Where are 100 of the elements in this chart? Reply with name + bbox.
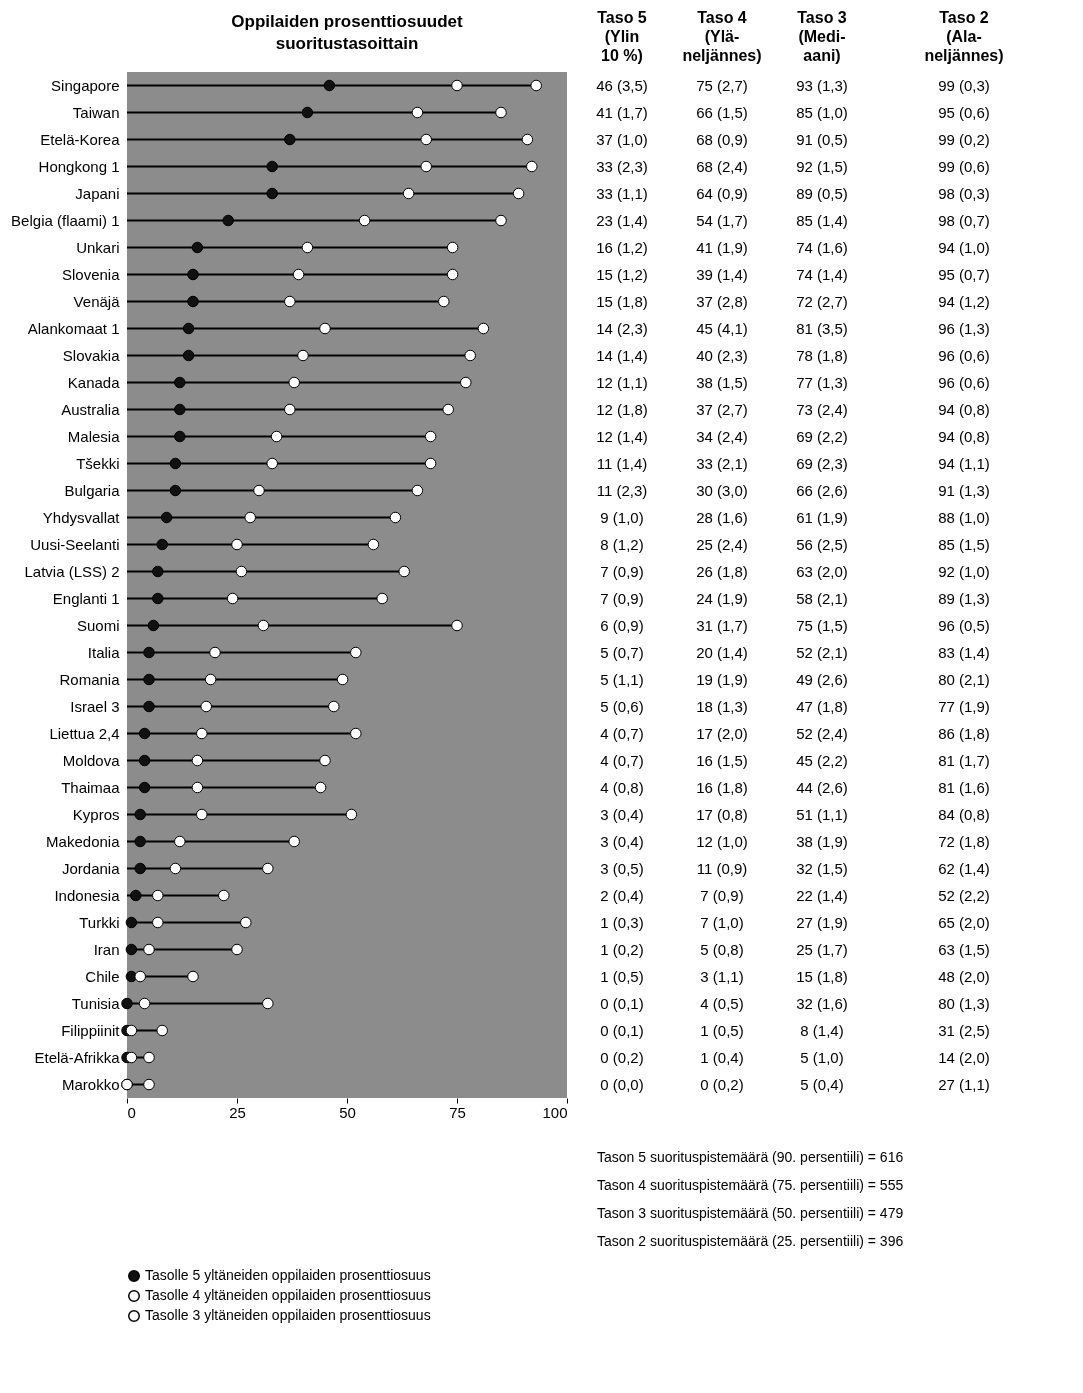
data-label: 22 (1,4) bbox=[796, 886, 848, 904]
data-label: 20 (1,4) bbox=[696, 643, 748, 661]
data-label: 52 (2,1) bbox=[796, 643, 848, 661]
y-tick-label: Makedonia bbox=[46, 832, 121, 850]
text: 92 (1,0) bbox=[938, 562, 990, 580]
y-tick-label: Turkki bbox=[79, 913, 120, 931]
y-tick-label: Etelä-Korea bbox=[40, 130, 121, 148]
text: 77 (1,9) bbox=[938, 697, 990, 715]
data-label: 5 (0,4) bbox=[800, 1075, 844, 1093]
data-label: 51 (1,1) bbox=[796, 805, 848, 823]
data-label: 17 (0,8) bbox=[696, 805, 748, 823]
text: 99 (0,3) bbox=[938, 76, 990, 94]
text: Tason 5 suorituspistemäärä (90. persentiili) = 616 bbox=[597, 1149, 904, 1165]
data-label: 74 (1,4) bbox=[796, 265, 848, 283]
text: Taso 4 (Ylä- neljännes) bbox=[682, 9, 762, 64]
data-label: 3 (0,4) bbox=[600, 805, 644, 823]
text: 94 (1,1) bbox=[938, 454, 990, 472]
text: 85 (1,5) bbox=[938, 535, 990, 553]
text: 96 (0,6) bbox=[938, 373, 990, 391]
data-label: 14 (2,3) bbox=[596, 319, 648, 337]
text: 31 (2,5) bbox=[938, 1021, 990, 1039]
y-tick-label: Marokko bbox=[61, 1075, 120, 1093]
y-tick-label: Indonesia bbox=[54, 886, 121, 904]
y-tick-label: Australia bbox=[61, 400, 121, 418]
data-label: 37 (2,7) bbox=[696, 400, 748, 418]
y-tick-label: Tšekki bbox=[76, 454, 120, 472]
y-tick-label: Taiwan bbox=[72, 103, 120, 121]
text: 94 (0,8) bbox=[938, 427, 990, 445]
data-label: 1 (0,3) bbox=[600, 913, 644, 931]
text: 14 (2,0) bbox=[938, 1048, 990, 1066]
data-label: 4 (0,7) bbox=[600, 724, 644, 742]
y-tick-label: Etelä-Afrikka bbox=[34, 1048, 121, 1066]
text: Tason 4 suorituspistemäärä (75. persentiili) = 555 bbox=[597, 1177, 904, 1193]
data-label: 0 (0,1) bbox=[600, 994, 644, 1012]
y-tick-label: Slovenia bbox=[61, 265, 121, 283]
data-label: 7 (0,9) bbox=[700, 886, 744, 904]
y-tick-label: Moldova bbox=[62, 751, 121, 769]
text: 99 (0,2) bbox=[938, 130, 990, 148]
text: 98 (0,3) bbox=[938, 184, 990, 202]
data-label: 12 (1,8) bbox=[596, 400, 648, 418]
y-tick-label: Hongkong 1 bbox=[38, 157, 120, 175]
y-tick-label: Malesia bbox=[67, 427, 121, 445]
data-label: 5 (1,1) bbox=[600, 670, 644, 688]
data-label: 41 (1,7) bbox=[596, 103, 648, 121]
data-label: 74 (1,6) bbox=[796, 238, 848, 256]
text: Taso 5 (Ylin 10 %) bbox=[597, 9, 647, 64]
y-tick-label: Englanti 1 bbox=[52, 589, 120, 607]
data-label: 75 (1,5) bbox=[796, 616, 848, 634]
y-tick-label: Belgia (flaami) 1 bbox=[11, 211, 120, 229]
data-label: 0 (0,0) bbox=[600, 1075, 644, 1093]
y-tick-label: Israel 3 bbox=[70, 697, 120, 715]
text: 27 (1,1) bbox=[938, 1075, 990, 1093]
data-label: 15 (1,8) bbox=[596, 292, 648, 310]
data-label: 5 (0,8) bbox=[700, 940, 744, 958]
data-label: 14 (1,4) bbox=[596, 346, 648, 364]
data-label: 77 (1,3) bbox=[796, 373, 848, 391]
text: Taso 2 (Ala- neljännes) bbox=[924, 9, 1004, 64]
data-label: 17 (2,0) bbox=[696, 724, 748, 742]
data-label: 66 (1,5) bbox=[696, 103, 748, 121]
data-label: 12 (1,1) bbox=[596, 373, 648, 391]
data-label: 7 (0,9) bbox=[600, 589, 644, 607]
data-label: 78 (1,8) bbox=[796, 346, 848, 364]
text: 98 (0,7) bbox=[938, 211, 990, 229]
data-label: 0 (0,2) bbox=[700, 1075, 744, 1093]
legend-label: Tasolle 3 yltäneiden oppilaiden prosenttiosuus bbox=[145, 1307, 431, 1323]
x-tick-label: 50 bbox=[339, 1103, 356, 1121]
text: 94 (1,2) bbox=[938, 292, 990, 310]
text: 80 (2,1) bbox=[938, 670, 990, 688]
y-tick-label: Thaimaa bbox=[61, 778, 121, 796]
data-label: 64 (0,9) bbox=[696, 184, 748, 202]
y-tick-label: Yhdysvallat bbox=[42, 508, 121, 526]
data-label: 69 (2,3) bbox=[796, 454, 848, 472]
text: 99 (0,6) bbox=[938, 157, 990, 175]
text: Tason 3 suorituspistemäärä (50. persentiili) = 479 bbox=[597, 1205, 904, 1221]
text: 94 (1,0) bbox=[938, 238, 990, 256]
data-label: 39 (1,4) bbox=[696, 265, 748, 283]
data-label: 2 (0,4) bbox=[600, 886, 644, 904]
data-label: 5 (0,7) bbox=[600, 643, 644, 661]
data-label: 19 (1,9) bbox=[696, 670, 748, 688]
data-label: 7 (1,0) bbox=[700, 913, 744, 931]
chart-title: Oppilaiden prosenttiosuudet suoritustasoittain bbox=[231, 12, 464, 53]
y-tick-label: Slovakia bbox=[62, 346, 121, 364]
data-label: 92 (1,5) bbox=[796, 157, 848, 175]
data-label: 85 (1,0) bbox=[796, 103, 848, 121]
data-label: 54 (1,7) bbox=[696, 211, 748, 229]
data-label: 40 (2,3) bbox=[696, 346, 748, 364]
data-label: 1 (0,2) bbox=[600, 940, 644, 958]
y-tick-label: Tunisia bbox=[71, 994, 121, 1012]
data-label: 73 (2,4) bbox=[796, 400, 848, 418]
data-label: 16 (1,2) bbox=[596, 238, 648, 256]
data-label: 28 (1,6) bbox=[696, 508, 748, 526]
data-label: 1 (0,5) bbox=[600, 967, 644, 985]
data-label: 89 (0,5) bbox=[796, 184, 848, 202]
data-label: 72 (2,7) bbox=[796, 292, 848, 310]
data-label: 16 (1,8) bbox=[696, 778, 748, 796]
y-tick-label: Singapore bbox=[51, 76, 120, 94]
data-label: 12 (1,0) bbox=[696, 832, 748, 850]
y-tick-label: Chile bbox=[85, 967, 120, 985]
text: 96 (1,3) bbox=[938, 319, 990, 337]
data-label: 27 (1,9) bbox=[796, 913, 848, 931]
